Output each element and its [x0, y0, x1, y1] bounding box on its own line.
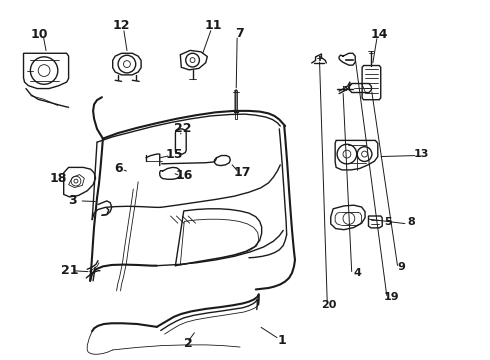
Text: 11: 11: [204, 19, 222, 32]
Text: 8: 8: [408, 217, 416, 228]
Text: 17: 17: [234, 166, 251, 179]
Text: 21: 21: [61, 264, 78, 276]
Text: 18: 18: [49, 172, 67, 185]
Text: 20: 20: [321, 300, 337, 310]
Text: 19: 19: [383, 292, 399, 302]
Text: 16: 16: [175, 169, 193, 182]
Text: 7: 7: [235, 27, 244, 40]
Text: 1: 1: [277, 334, 286, 347]
Text: 9: 9: [398, 262, 406, 272]
Text: 10: 10: [30, 28, 48, 41]
Text: 3: 3: [68, 194, 77, 207]
Text: 14: 14: [371, 28, 389, 41]
Text: 13: 13: [414, 149, 429, 159]
Text: 22: 22: [173, 122, 191, 135]
Text: 6: 6: [114, 162, 123, 175]
Text: 2: 2: [184, 337, 193, 350]
Text: 4: 4: [354, 268, 362, 278]
Text: 5: 5: [384, 217, 392, 228]
Text: 15: 15: [165, 148, 183, 161]
Text: 12: 12: [113, 19, 130, 32]
